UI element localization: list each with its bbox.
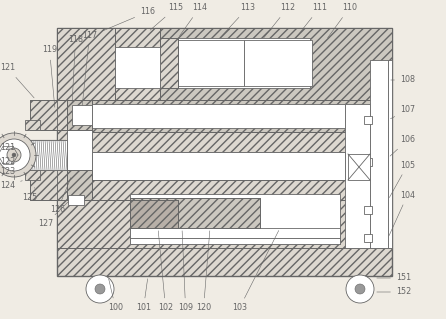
Bar bbox=[57, 132, 392, 152]
Bar bbox=[388, 60, 392, 248]
Bar bbox=[67, 100, 92, 130]
Bar bbox=[57, 180, 392, 200]
Bar bbox=[67, 100, 92, 130]
Text: 106: 106 bbox=[390, 136, 415, 156]
Circle shape bbox=[0, 133, 36, 177]
Bar bbox=[348, 154, 370, 180]
Text: 117: 117 bbox=[82, 31, 97, 105]
Bar bbox=[244, 40, 312, 86]
Bar bbox=[160, 28, 392, 100]
Bar bbox=[30, 170, 67, 200]
Polygon shape bbox=[30, 170, 67, 200]
Text: 126: 126 bbox=[50, 178, 71, 214]
Bar bbox=[364, 234, 372, 242]
Text: 103: 103 bbox=[232, 231, 279, 313]
Text: 100: 100 bbox=[108, 279, 123, 313]
Text: 115: 115 bbox=[150, 4, 183, 30]
Bar bbox=[160, 28, 392, 100]
Text: 121: 121 bbox=[0, 144, 15, 152]
Polygon shape bbox=[25, 170, 40, 180]
Bar bbox=[57, 28, 160, 100]
Bar bbox=[67, 170, 92, 200]
Bar bbox=[92, 104, 345, 128]
Text: 127: 127 bbox=[38, 202, 68, 228]
Circle shape bbox=[0, 139, 30, 171]
Circle shape bbox=[346, 275, 374, 303]
Bar bbox=[160, 38, 178, 88]
Bar bbox=[57, 132, 392, 152]
Text: 118: 118 bbox=[68, 35, 83, 102]
Text: 105: 105 bbox=[389, 160, 415, 197]
Bar bbox=[92, 152, 345, 180]
Text: 110: 110 bbox=[328, 4, 357, 38]
Text: 121: 121 bbox=[0, 63, 34, 98]
Bar bbox=[130, 200, 178, 228]
Circle shape bbox=[7, 148, 21, 162]
Circle shape bbox=[12, 153, 16, 157]
Bar bbox=[370, 60, 388, 248]
Bar bbox=[57, 100, 92, 200]
Circle shape bbox=[86, 275, 114, 303]
Circle shape bbox=[355, 284, 365, 294]
Bar bbox=[130, 228, 340, 238]
Bar bbox=[364, 116, 372, 124]
Bar bbox=[364, 158, 372, 166]
Bar bbox=[57, 28, 115, 100]
Bar bbox=[57, 200, 392, 248]
Text: 152: 152 bbox=[377, 287, 411, 296]
Bar bbox=[130, 198, 260, 228]
Text: 102: 102 bbox=[158, 231, 173, 313]
Bar bbox=[178, 38, 310, 88]
Text: 151: 151 bbox=[377, 273, 411, 283]
Text: 112: 112 bbox=[264, 4, 295, 38]
Bar bbox=[160, 38, 178, 88]
Bar bbox=[72, 105, 92, 125]
Text: 123: 123 bbox=[0, 167, 15, 176]
Text: 109: 109 bbox=[178, 231, 193, 313]
Text: 107: 107 bbox=[391, 106, 415, 119]
Text: 119: 119 bbox=[42, 46, 57, 107]
Bar bbox=[130, 198, 260, 228]
Bar bbox=[130, 200, 178, 228]
Text: 101: 101 bbox=[136, 279, 151, 313]
Text: 114: 114 bbox=[180, 4, 207, 36]
Text: 111: 111 bbox=[296, 4, 327, 38]
Bar bbox=[57, 28, 160, 100]
Text: 113: 113 bbox=[220, 4, 255, 38]
Bar bbox=[178, 40, 244, 86]
Bar bbox=[57, 28, 392, 276]
Bar bbox=[67, 108, 92, 192]
Bar bbox=[30, 100, 67, 130]
Text: 120: 120 bbox=[196, 231, 211, 313]
Bar bbox=[67, 170, 92, 200]
Bar bbox=[57, 28, 115, 100]
Bar bbox=[25, 140, 67, 170]
Circle shape bbox=[95, 284, 105, 294]
Bar bbox=[57, 100, 92, 200]
Text: 116: 116 bbox=[103, 8, 155, 31]
Bar bbox=[364, 206, 372, 214]
Polygon shape bbox=[25, 120, 40, 130]
Bar bbox=[57, 100, 392, 132]
Text: 104: 104 bbox=[389, 190, 415, 235]
Bar bbox=[57, 100, 392, 132]
Text: 108: 108 bbox=[391, 76, 415, 85]
Text: 124: 124 bbox=[0, 181, 22, 189]
Bar bbox=[57, 180, 392, 200]
Text: 122: 122 bbox=[0, 158, 15, 167]
Bar bbox=[130, 238, 340, 244]
Bar bbox=[68, 195, 84, 205]
Bar bbox=[345, 104, 370, 248]
Bar bbox=[57, 200, 392, 248]
Bar bbox=[115, 47, 160, 88]
Text: 125: 125 bbox=[22, 188, 37, 203]
Bar bbox=[130, 194, 340, 244]
Polygon shape bbox=[30, 100, 67, 130]
